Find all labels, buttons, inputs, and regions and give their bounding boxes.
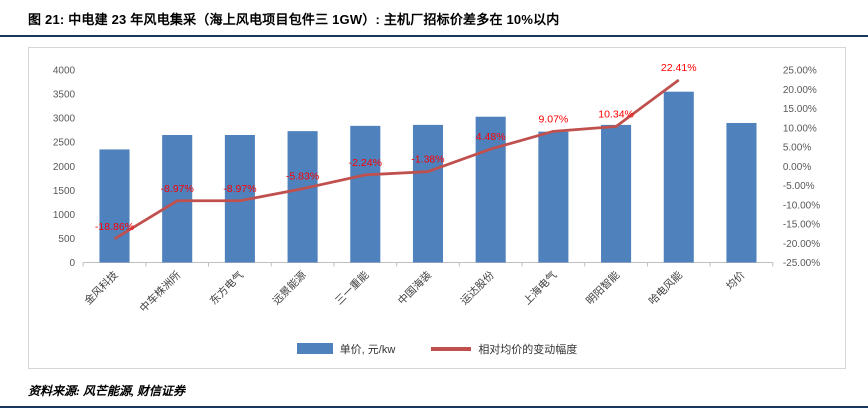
price-bar-7 (538, 131, 569, 263)
variance-data-label: -2.24% (349, 157, 382, 169)
right-axis-tick: 5.00% (783, 143, 811, 154)
x-axis-label: 中车株洲所 (137, 268, 184, 315)
right-axis-tick: -10.00% (783, 200, 820, 211)
price-bar-1 (162, 134, 193, 263)
right-axis-tick: 25.00% (783, 66, 817, 77)
variance-data-label: -8.97% (161, 183, 194, 195)
left-axis-tick: 4000 (53, 66, 76, 77)
chart-title: 图 21: 中电建 23 年风电集采（海上风电项目包件三 1GW）: 主机厂招标… (28, 12, 560, 27)
x-axis-label: 金风科技 (82, 268, 121, 307)
right-axis-tick: -5.00% (783, 181, 815, 192)
bar-legend-swatch (296, 343, 333, 355)
price-bar-3 (287, 131, 318, 263)
x-axis-label: 远景能源 (270, 268, 309, 307)
x-axis-label: 运达股份 (458, 268, 497, 307)
x-axis-label: 三一重能 (332, 268, 371, 307)
x-axis-label: 哈电风能 (646, 268, 685, 307)
variance-line (113, 78, 680, 241)
chart-header: 图 21: 中电建 23 年风电集采（海上风电项目包件三 1GW）: 主机厂招标… (0, 0, 868, 37)
variance-data-label: 9.07% (538, 113, 568, 125)
price-bar-10 (726, 122, 757, 263)
variance-data-label: 4.48% (476, 131, 506, 143)
left-axis-tick: 3000 (53, 114, 76, 125)
combo-chart: 0 500 1000 1500 2000 2500 3000 3500 4000 -25.00% -… (53, 62, 820, 315)
left-axis-tick: 0 (70, 258, 76, 269)
right-axis-tick: 0.00% (783, 162, 811, 173)
price-bar-8 (601, 124, 632, 263)
bar-legend-label: 单价, 元/kw (339, 343, 396, 356)
variance-data-label: 10.34% (598, 108, 634, 120)
source-footer: 资料来源: 风芒能源, 财信证券 (0, 382, 868, 408)
x-axis-label: 东方电气 (207, 268, 246, 307)
right-axis-tick: 10.00% (783, 123, 817, 134)
legend-item-bar: 单价, 元/kw (296, 341, 396, 357)
source-text: 资料来源: 风芒能源, 财信证券 (28, 383, 185, 398)
right-axis-tick: -25.00% (783, 258, 820, 269)
variance-data-label: -5.83% (286, 171, 319, 183)
line-legend-label: 相对均价的变动幅度 (478, 343, 578, 356)
x-axis-label: 中国海装 (395, 268, 434, 307)
right-axis-tick: 20.00% (783, 85, 817, 96)
price-bar-6 (475, 116, 506, 263)
left-axis-tick: 1000 (53, 210, 76, 221)
x-axis-label: 明阳智能 (583, 268, 622, 307)
right-axis-tick: 15.00% (783, 104, 817, 115)
price-bar-9 (663, 91, 694, 263)
left-axis-tick: 2000 (53, 162, 76, 173)
x-axis-label: 均价 (724, 269, 748, 293)
x-axis-label: 上海电气 (521, 268, 560, 307)
price-bar-5 (412, 124, 444, 263)
price-bar-0 (99, 149, 130, 263)
price-bar-4 (350, 125, 381, 263)
left-axis-tick: 3500 (53, 90, 76, 101)
line-legend-swatch (431, 346, 472, 351)
legend-item-line: 相对均价的变动幅度 (431, 341, 577, 357)
variance-data-label: -8.97% (223, 183, 256, 195)
left-axis-tick: 2500 (53, 138, 76, 149)
variance-data-label: 22.41% (661, 62, 697, 74)
chart-container: 0 500 1000 1500 2000 2500 3000 3500 4000 -25.00% -… (28, 47, 846, 369)
left-axis-tick: 500 (58, 234, 75, 245)
variance-data-label: -1.38% (411, 154, 444, 166)
right-axis-tick: -20.00% (783, 239, 820, 250)
left-axis-tick: 1500 (53, 186, 76, 197)
chart-legend: 单价, 元/kw 相对均价的变动幅度 (31, 339, 843, 366)
variance-data-label: -18.86% (95, 221, 134, 233)
right-axis-tick: -15.00% (783, 220, 820, 231)
